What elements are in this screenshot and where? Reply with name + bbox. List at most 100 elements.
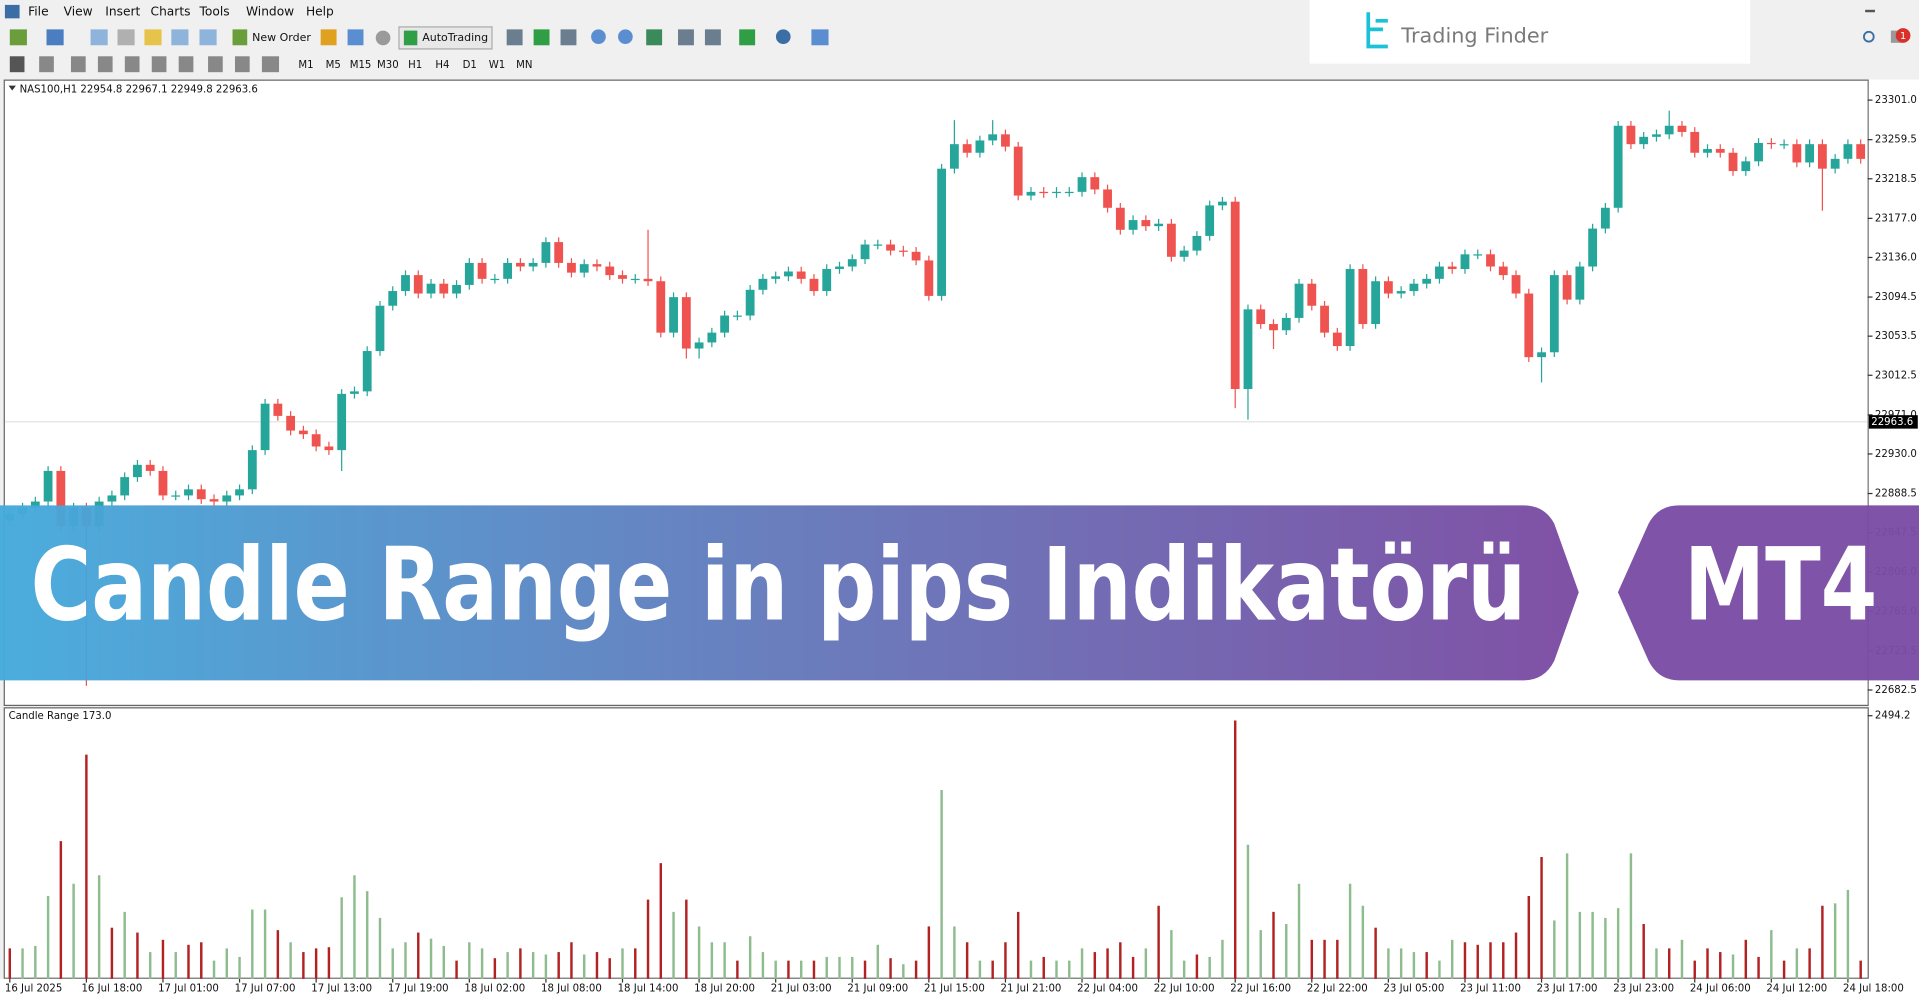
new-order-button[interactable]: New Order bbox=[252, 31, 311, 44]
tool-button[interactable] bbox=[560, 29, 577, 46]
notification-badge bbox=[1895, 28, 1911, 43]
candle-body bbox=[1090, 177, 1100, 190]
y-tick-label: 23177.0 bbox=[1875, 213, 1917, 224]
candle-body bbox=[579, 264, 589, 273]
candle-body bbox=[567, 262, 576, 273]
candle-body bbox=[222, 495, 232, 502]
search[interactable] bbox=[1863, 30, 1875, 43]
x-tick-label: 23 Jul 11:00 bbox=[1460, 984, 1521, 995]
banner-title-bg bbox=[0, 505, 1579, 681]
candle-body bbox=[158, 470, 168, 496]
candle-body bbox=[1447, 266, 1457, 270]
timeframe-button[interactable]: M1 bbox=[298, 60, 313, 71]
tool-button[interactable] bbox=[347, 29, 364, 46]
new-order-icon[interactable] bbox=[232, 29, 248, 46]
tool-button[interactable] bbox=[775, 29, 791, 45]
candle-body bbox=[745, 289, 755, 316]
banner-platform: MT4 bbox=[1684, 527, 1877, 644]
tool-button[interactable] bbox=[9, 29, 27, 46]
zoom-in[interactable] bbox=[591, 29, 606, 45]
line-tool[interactable] bbox=[151, 56, 167, 73]
timeframe-button[interactable]: M15 bbox=[350, 60, 372, 71]
tool-button[interactable] bbox=[678, 29, 694, 46]
candle-body bbox=[822, 269, 832, 292]
menu-item[interactable]: Tools bbox=[198, 5, 229, 19]
x-tick-label: 17 Jul 13:00 bbox=[311, 984, 372, 995]
tool-button[interactable] bbox=[320, 29, 337, 46]
candle-body bbox=[1141, 220, 1151, 227]
autotrading-button[interactable] bbox=[398, 26, 493, 50]
minimize[interactable] bbox=[1865, 9, 1875, 13]
text-tool[interactable] bbox=[208, 56, 223, 73]
menu-item[interactable]: Help bbox=[306, 5, 334, 19]
candle-body bbox=[1856, 144, 1866, 159]
timeframe-bar: M1 M5 M15 M30 H1 H4 D1 W1 MN bbox=[298, 60, 532, 71]
timeframe-button[interactable]: M5 bbox=[326, 60, 341, 71]
logo-bg bbox=[1309, 0, 1751, 64]
tool-button[interactable] bbox=[171, 29, 189, 46]
timeframe-button[interactable]: MN bbox=[516, 60, 532, 71]
candle-body bbox=[886, 244, 895, 251]
crosshair-tool[interactable] bbox=[39, 56, 54, 73]
candle-body bbox=[1192, 235, 1202, 251]
timeframe-button[interactable]: H4 bbox=[435, 60, 449, 71]
timeframe-button[interactable]: W1 bbox=[489, 60, 505, 71]
candle-body bbox=[618, 275, 627, 279]
candle-body bbox=[924, 260, 934, 296]
candle-body bbox=[120, 477, 130, 496]
tool-button[interactable] bbox=[199, 29, 217, 46]
menu-item[interactable]: Insert bbox=[105, 5, 140, 19]
menu-item[interactable]: Charts bbox=[151, 5, 191, 19]
y-tick-label: 23094.5 bbox=[1875, 292, 1917, 303]
candle-body bbox=[1013, 146, 1023, 196]
tool-button[interactable] bbox=[90, 29, 108, 46]
y-tick-label: 23301.0 bbox=[1875, 95, 1917, 106]
candle-body bbox=[209, 499, 219, 502]
tool-button[interactable] bbox=[739, 29, 756, 46]
shapes-tool[interactable] bbox=[261, 56, 280, 73]
tool-button[interactable] bbox=[144, 29, 162, 46]
candle-body bbox=[145, 464, 155, 471]
timeframe-button[interactable]: D1 bbox=[463, 60, 477, 71]
candle-body bbox=[273, 403, 283, 416]
candle-body bbox=[1830, 158, 1840, 169]
label-tool[interactable] bbox=[234, 56, 250, 73]
candle-body bbox=[260, 403, 270, 451]
time-axis-bg bbox=[0, 978, 1919, 996]
candle-body bbox=[1115, 207, 1125, 230]
tool-button[interactable] bbox=[704, 29, 721, 46]
candle-body bbox=[196, 489, 206, 500]
candle-body bbox=[809, 278, 819, 292]
tool-button[interactable] bbox=[506, 29, 523, 46]
x-tick-label: 21 Jul 15:00 bbox=[924, 984, 985, 995]
candle-body bbox=[1052, 191, 1061, 194]
candle-body bbox=[847, 259, 857, 267]
line-tool[interactable] bbox=[124, 56, 140, 73]
timeframe-button[interactable]: M30 bbox=[377, 60, 399, 71]
candle-body bbox=[1792, 144, 1802, 163]
tool-button[interactable] bbox=[646, 29, 663, 46]
tool-button[interactable] bbox=[46, 29, 64, 46]
menu-item[interactable]: Window bbox=[246, 5, 294, 19]
tool-button[interactable] bbox=[117, 29, 135, 46]
candle-body bbox=[784, 271, 793, 277]
x-tick-label: 16 Jul 18:00 bbox=[81, 984, 142, 995]
line-tool[interactable] bbox=[178, 56, 194, 73]
x-tick-label: 21 Jul 21:00 bbox=[1001, 984, 1062, 995]
candle-body bbox=[30, 501, 40, 508]
line-tool[interactable] bbox=[97, 56, 113, 73]
candle-body bbox=[1205, 205, 1215, 236]
menu-item[interactable]: File bbox=[28, 5, 48, 19]
line-tool[interactable] bbox=[70, 56, 86, 73]
candle-body bbox=[1537, 352, 1546, 358]
timeframe-button[interactable]: H1 bbox=[408, 60, 422, 71]
tool-button[interactable] bbox=[375, 30, 391, 46]
cursor-tool[interactable] bbox=[9, 56, 25, 73]
candle-body bbox=[1562, 275, 1572, 300]
candle-body bbox=[1600, 207, 1610, 229]
menu-item[interactable]: View bbox=[64, 5, 93, 19]
zoom-out[interactable] bbox=[618, 29, 633, 45]
candle-body bbox=[1473, 254, 1483, 256]
tool-button[interactable] bbox=[811, 29, 829, 46]
tool-button[interactable] bbox=[533, 29, 550, 46]
